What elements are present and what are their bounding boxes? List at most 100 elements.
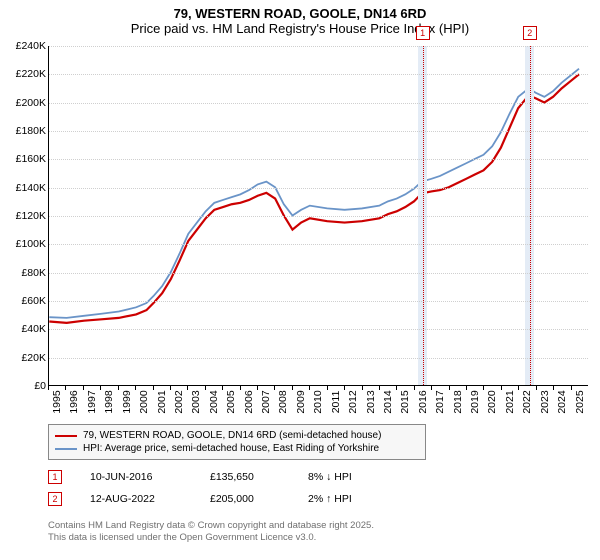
legend-row: 79, WESTERN ROAD, GOOLE, DN14 6RD (semi-… <box>55 429 419 442</box>
x-axis-label: 2010 <box>312 390 324 413</box>
x-axis-label: 2022 <box>521 390 533 413</box>
x-tick <box>118 386 119 390</box>
x-axis-label: 2016 <box>417 390 429 413</box>
x-tick <box>170 386 171 390</box>
x-tick <box>571 386 572 390</box>
y-axis-label: £140K <box>2 182 46 194</box>
series-hpi <box>49 69 579 318</box>
y-axis-label: £160K <box>2 153 46 165</box>
x-axis-label: 2013 <box>365 390 377 413</box>
y-gridline <box>49 46 588 47</box>
x-tick <box>222 386 223 390</box>
legend-label: HPI: Average price, semi-detached house,… <box>83 443 379 454</box>
x-tick <box>379 386 380 390</box>
y-axis-label: £80K <box>2 267 46 279</box>
transaction-price: £135,650 <box>210 471 280 483</box>
x-tick <box>257 386 258 390</box>
x-tick <box>83 386 84 390</box>
x-axis-label: 2020 <box>486 390 498 413</box>
transaction-marker: 1 <box>48 470 62 484</box>
x-axis-label: 2007 <box>260 390 272 413</box>
x-axis-label: 2002 <box>173 390 185 413</box>
annotation-marker: 1 <box>416 26 430 40</box>
x-axis-label: 1997 <box>86 390 98 413</box>
legend-box: 79, WESTERN ROAD, GOOLE, DN14 6RD (semi-… <box>48 424 426 460</box>
legend-swatch <box>55 448 77 450</box>
y-axis-label: £240K <box>2 40 46 52</box>
y-axis-label: £200K <box>2 97 46 109</box>
x-axis-label: 2015 <box>399 390 411 413</box>
attribution-line: This data is licensed under the Open Gov… <box>48 532 374 544</box>
x-tick <box>205 386 206 390</box>
y-gridline <box>49 131 588 132</box>
x-tick <box>292 386 293 390</box>
x-axis-label: 1999 <box>121 390 133 413</box>
transaction-price: £205,000 <box>210 493 280 505</box>
y-gridline <box>49 159 588 160</box>
y-gridline <box>49 216 588 217</box>
y-axis-label: £0 <box>2 380 46 392</box>
y-gridline <box>49 103 588 104</box>
x-tick <box>65 386 66 390</box>
y-axis-label: £120K <box>2 210 46 222</box>
y-gridline <box>49 273 588 274</box>
x-tick <box>396 386 397 390</box>
x-axis-label: 2008 <box>277 390 289 413</box>
annotation-line <box>423 46 424 385</box>
y-gridline <box>49 301 588 302</box>
x-axis-label: 2001 <box>156 390 168 413</box>
annotation-line <box>530 46 531 385</box>
x-tick <box>518 386 519 390</box>
transaction-row: 2 12-AUG-2022 £205,000 2% ↑ HPI <box>48 488 378 510</box>
x-tick <box>274 386 275 390</box>
x-axis-label: 2005 <box>225 390 237 413</box>
x-axis-label: 2004 <box>208 390 220 413</box>
transaction-date: 10-JUN-2016 <box>90 471 182 483</box>
y-gridline <box>49 329 588 330</box>
x-axis-label: 1998 <box>103 390 115 413</box>
x-axis-label: 2006 <box>243 390 255 413</box>
x-tick <box>449 386 450 390</box>
x-tick <box>344 386 345 390</box>
x-axis-label: 2000 <box>138 390 150 413</box>
x-axis-label: 2014 <box>382 390 394 413</box>
transaction-marker: 2 <box>48 492 62 506</box>
y-axis-label: £40K <box>2 323 46 335</box>
annotation-marker: 2 <box>523 26 537 40</box>
x-tick <box>135 386 136 390</box>
y-axis-label: £220K <box>2 68 46 80</box>
x-tick <box>240 386 241 390</box>
y-axis-label: £60K <box>2 295 46 307</box>
y-axis-label: £180K <box>2 125 46 137</box>
title-address: 79, WESTERN ROAD, GOOLE, DN14 6RD <box>10 6 590 21</box>
attribution-text: Contains HM Land Registry data © Crown c… <box>48 520 374 545</box>
x-axis-label: 2017 <box>434 390 446 413</box>
series-price_paid <box>49 74 579 323</box>
x-axis-label: 2023 <box>539 390 551 413</box>
x-axis-label: 2018 <box>452 390 464 413</box>
y-gridline <box>49 74 588 75</box>
x-tick <box>553 386 554 390</box>
x-axis-label: 1995 <box>51 390 63 413</box>
x-axis-label: 2025 <box>574 390 586 413</box>
y-axis-label: £20K <box>2 352 46 364</box>
chart-container: 79, WESTERN ROAD, GOOLE, DN14 6RD Price … <box>0 0 600 560</box>
chart-plot-area: 12 <box>48 46 588 386</box>
y-axis-label: £100K <box>2 238 46 250</box>
x-tick <box>466 386 467 390</box>
x-tick <box>362 386 363 390</box>
x-axis-label: 2024 <box>556 390 568 413</box>
x-tick <box>327 386 328 390</box>
y-gridline <box>49 358 588 359</box>
x-tick <box>414 386 415 390</box>
x-axis-label: 2009 <box>295 390 307 413</box>
x-tick <box>483 386 484 390</box>
x-tick <box>431 386 432 390</box>
attribution-line: Contains HM Land Registry data © Crown c… <box>48 520 374 532</box>
legend-row: HPI: Average price, semi-detached house,… <box>55 442 419 455</box>
x-axis-label: 2019 <box>469 390 481 413</box>
x-axis-label: 1996 <box>68 390 80 413</box>
transactions-block: 1 10-JUN-2016 £135,650 8% ↓ HPI 2 12-AUG… <box>48 466 378 510</box>
x-axis-label: 2012 <box>347 390 359 413</box>
x-tick <box>48 386 49 390</box>
